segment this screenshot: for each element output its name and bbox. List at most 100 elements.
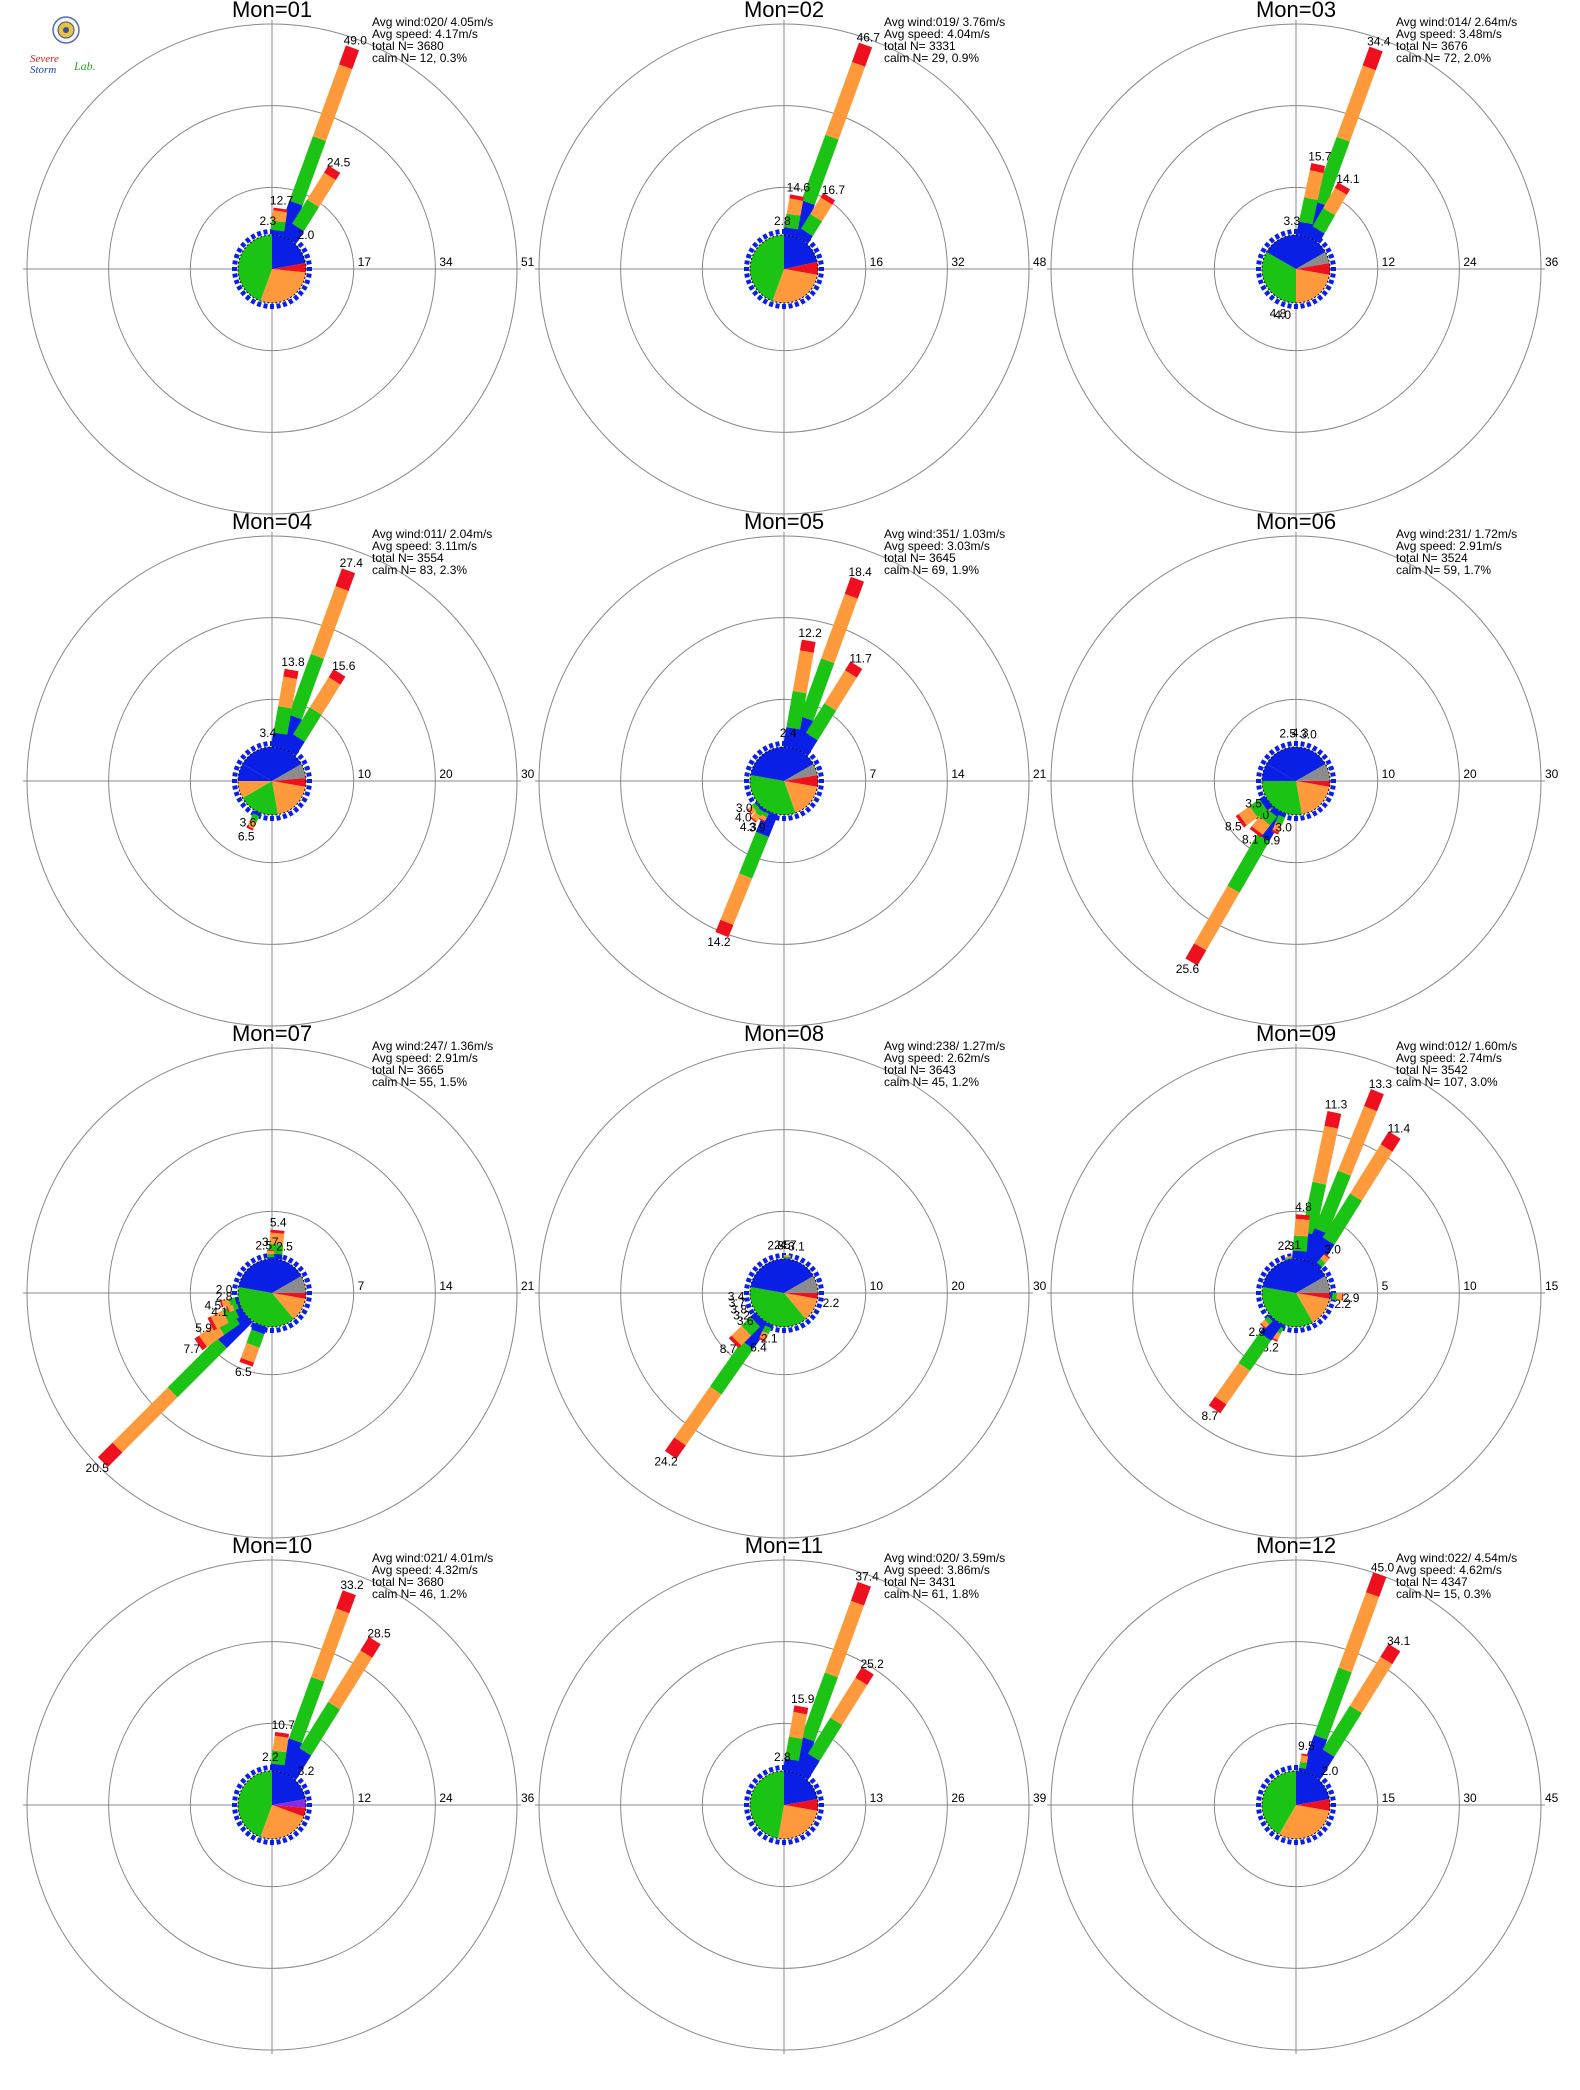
- ring-label: 30: [521, 767, 535, 781]
- panel-title: Mon=02: [744, 0, 824, 22]
- direction-tick: [263, 1765, 268, 1771]
- petal-segment: [273, 705, 292, 735]
- ring-label: 12: [1382, 255, 1396, 269]
- direction-tick: [1287, 1765, 1292, 1771]
- direction-tick: [1280, 742, 1286, 749]
- direction-tick: [236, 1783, 243, 1790]
- direction-tick: [1321, 1777, 1328, 1785]
- pie-outline: [749, 746, 819, 816]
- petal-segment: [747, 805, 757, 814]
- petal-segment: [762, 808, 771, 814]
- direction-tick: [1321, 289, 1328, 297]
- direction-tick: [748, 796, 755, 803]
- direction-tick: [306, 1809, 312, 1814]
- direction-tick: [306, 1297, 312, 1302]
- direction-tick: [301, 1271, 308, 1278]
- petal-label: 3.6: [240, 816, 257, 830]
- direction-tick: [287, 1322, 294, 1329]
- pie-slice-orange: [784, 1293, 818, 1320]
- petal-segment: [1238, 1332, 1272, 1371]
- pie-slice-gray: [1296, 252, 1330, 269]
- petal-segment: [253, 810, 261, 817]
- direction-tick: [1328, 1303, 1335, 1309]
- pie-slice-red: [1296, 263, 1331, 275]
- direction-tick: [244, 806, 252, 813]
- pie-outline: [1261, 1770, 1331, 1840]
- direction-tick: [804, 294, 812, 301]
- direction-tick: [1287, 229, 1292, 235]
- petal-segment: [1238, 806, 1258, 826]
- direction-tick: [809, 1825, 816, 1833]
- direction-tick: [1280, 1254, 1286, 1261]
- direction-tick: [775, 303, 780, 309]
- petal-segment: [1294, 1218, 1310, 1237]
- petal-label: 34.4: [1367, 34, 1391, 48]
- direction-tick: [1325, 247, 1332, 254]
- ring-label: 20: [951, 1279, 965, 1293]
- petal-segment: [830, 1677, 868, 1726]
- direction-tick: [744, 273, 750, 278]
- info-line: Avg speed: 4.62m/s: [1396, 1563, 1502, 1577]
- direction-tick: [752, 241, 759, 249]
- direction-tick: [813, 1783, 820, 1790]
- direction-tick: [263, 303, 268, 309]
- direction-tick: [804, 1261, 812, 1268]
- petal-label: 6.4: [750, 1341, 767, 1355]
- petal-segment: [1235, 814, 1247, 828]
- petal-segment: [1308, 1749, 1335, 1780]
- direction-tick: [301, 759, 308, 766]
- direction-tick: [804, 806, 812, 813]
- direction-tick: [1330, 260, 1336, 265]
- direction-tick: [1257, 1789, 1264, 1795]
- petal-label: 25.2: [860, 1657, 884, 1671]
- petal-segment: [221, 1298, 231, 1307]
- direction-tick: [233, 253, 240, 259]
- ring-label: 20: [1463, 767, 1477, 781]
- direction-tick: [1316, 1830, 1324, 1837]
- direction-tick: [768, 1254, 774, 1261]
- petal-segment: [227, 1303, 235, 1313]
- ring-label: 7: [358, 1279, 365, 1293]
- direction-tick: [799, 298, 806, 305]
- direction-tick: [1306, 1325, 1312, 1332]
- direction-tick: [745, 1789, 752, 1795]
- petal-segment: [825, 61, 866, 140]
- direction-tick: [232, 1284, 238, 1289]
- direction-tick: [1287, 303, 1292, 309]
- petal-label: 11.3: [1325, 1098, 1348, 1112]
- direction-tick: [306, 785, 312, 790]
- direction-tick: [809, 241, 816, 249]
- direction-tick: [287, 1834, 294, 1841]
- direction-tick: [1256, 1297, 1262, 1302]
- pie-outline: [1261, 746, 1331, 816]
- panel-title: Mon=05: [744, 509, 824, 534]
- petal-segment: [731, 1325, 752, 1346]
- petal-segment: [236, 1301, 242, 1309]
- info-line: Avg wind:019/ 3.76m/s: [884, 15, 1005, 29]
- direction-tick: [816, 791, 823, 797]
- petal-segment: [1338, 1592, 1380, 1673]
- petal-label: 12.7: [270, 194, 294, 208]
- petal-segment: [269, 1232, 285, 1245]
- direction-tick: [744, 785, 750, 790]
- pie-slice-orange: [272, 1293, 306, 1320]
- petal-label: 28.5: [367, 1627, 391, 1641]
- petal-segment: [328, 1650, 373, 1710]
- direction-tick: [306, 1796, 312, 1801]
- info-line: Avg wind:020/ 4.05m/s: [372, 15, 493, 29]
- ring-label: 24: [439, 1791, 453, 1805]
- petal-label: 4.1: [211, 1305, 228, 1319]
- petal-label: 24.2: [654, 1454, 678, 1468]
- petal-segment: [1298, 1767, 1306, 1773]
- direction-tick: [1330, 1284, 1336, 1289]
- direction-tick: [1330, 772, 1336, 777]
- petal-segment: [1194, 885, 1240, 951]
- direction-tick: [236, 759, 243, 766]
- direction-tick: [816, 1789, 823, 1795]
